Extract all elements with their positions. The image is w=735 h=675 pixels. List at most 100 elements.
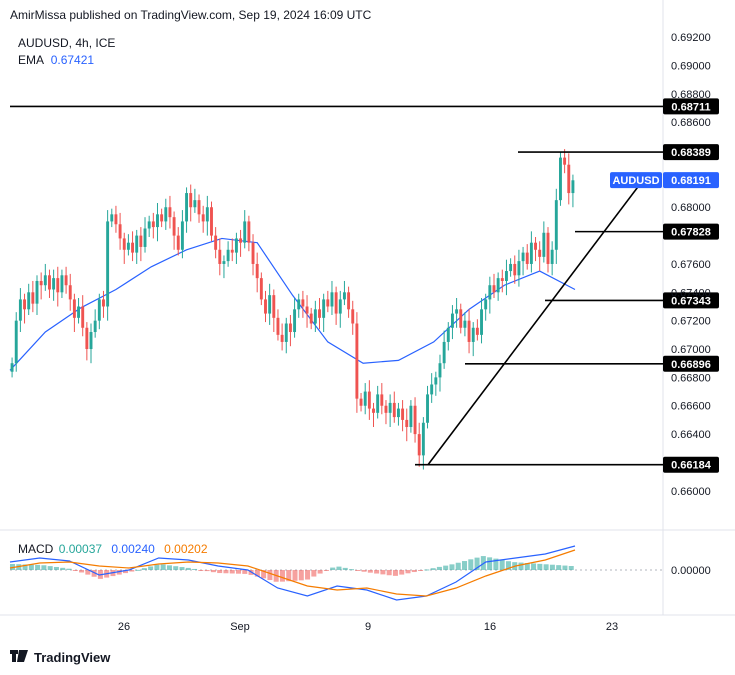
time-axis[interactable]: 26 Sep 9 16 23 bbox=[118, 621, 618, 633]
candle-body bbox=[421, 422, 425, 456]
candle-body bbox=[18, 299, 22, 321]
time-tick-label: 26 bbox=[118, 621, 130, 633]
candle-body bbox=[272, 295, 276, 318]
macd-histogram-bar bbox=[286, 570, 292, 582]
price-tick-label: 0.69200 bbox=[671, 32, 711, 44]
macd-histogram-bar bbox=[568, 566, 574, 570]
candle-body bbox=[380, 394, 384, 406]
price-axis[interactable]: 0.68711 0.68389 0.67828 0.67343 0.66896 0.661… bbox=[610, 32, 719, 498]
macd-histogram-bar bbox=[330, 567, 336, 570]
candle-body bbox=[156, 214, 159, 228]
candle-body bbox=[23, 299, 26, 310]
candle-body bbox=[301, 299, 305, 307]
tradingview-logo[interactable]: TradingView bbox=[10, 650, 110, 665]
price-tick-label: 0.66600 bbox=[671, 401, 711, 413]
macd-histogram-bar bbox=[411, 570, 417, 573]
macd-histogram-bar bbox=[292, 570, 298, 581]
candle-body bbox=[405, 419, 409, 428]
candle-body bbox=[259, 278, 263, 300]
macd-histogram-bar bbox=[305, 570, 311, 580]
macd-histogram-bar bbox=[374, 570, 380, 574]
level-tag-label: 0.68389 bbox=[671, 147, 711, 159]
level-tag-label: 0.66184 bbox=[671, 460, 712, 472]
candle-body bbox=[534, 242, 537, 250]
price-tick-label: 0.67000 bbox=[671, 344, 711, 356]
brand-name: TradingView bbox=[34, 650, 111, 665]
macd-line bbox=[9, 545, 576, 601]
macd-hist-value: 0.00037 bbox=[58, 542, 103, 556]
price-tick-label: 0.69000 bbox=[671, 60, 711, 72]
macd-histogram-bar bbox=[556, 565, 562, 570]
candle-body bbox=[571, 180, 575, 194]
candle-body bbox=[322, 299, 326, 318]
candle-body bbox=[276, 317, 280, 335]
candle-body bbox=[222, 261, 226, 264]
macd-histogram-bar bbox=[418, 570, 424, 571]
candle-body bbox=[517, 261, 521, 276]
symbol-tag-label: AUDUSD bbox=[612, 175, 659, 187]
macd-histogram-bar bbox=[436, 566, 442, 570]
candle-body bbox=[193, 200, 197, 208]
macd-histogram-bar bbox=[47, 566, 53, 570]
macd-histogram-bar bbox=[424, 569, 430, 571]
macd-histogram-bar bbox=[487, 557, 493, 570]
candle-body bbox=[147, 221, 151, 229]
macd-histogram-bar bbox=[166, 565, 172, 570]
candle-body bbox=[197, 200, 201, 215]
candle-body bbox=[567, 164, 571, 194]
candle-body bbox=[268, 295, 272, 314]
candle-body bbox=[409, 405, 413, 428]
macd-histogram-bar bbox=[229, 570, 235, 574]
candle-body bbox=[342, 292, 346, 300]
candle-body bbox=[542, 232, 546, 257]
candle-body bbox=[164, 207, 168, 222]
candle-body bbox=[210, 207, 213, 236]
macd-histogram-bar bbox=[430, 568, 436, 570]
symbol-label: AUDUSD, 4h, ICE bbox=[18, 36, 116, 50]
candle-body bbox=[39, 280, 43, 286]
chart-grid bbox=[0, 0, 735, 616]
time-tick-label: 23 bbox=[606, 621, 618, 633]
macd-histogram-bar bbox=[468, 559, 474, 570]
macd-label: MACD bbox=[18, 542, 54, 556]
candle-body bbox=[297, 299, 301, 310]
level-tag bbox=[663, 292, 719, 309]
macd-tick-label: 0.00000 bbox=[671, 565, 711, 577]
candle-body bbox=[438, 363, 442, 378]
macd-histogram-bar bbox=[562, 565, 568, 570]
candle-body bbox=[226, 249, 230, 262]
macd-histogram-bar bbox=[41, 565, 47, 570]
macd-histogram-bar bbox=[123, 570, 129, 574]
candle-body bbox=[14, 320, 18, 364]
trendline[interactable] bbox=[427, 179, 644, 466]
level-tag bbox=[663, 355, 719, 372]
candle-body bbox=[180, 221, 184, 250]
macd-histogram-bar bbox=[173, 566, 179, 570]
candle-body bbox=[309, 313, 313, 324]
candles bbox=[10, 149, 575, 470]
candle-body bbox=[106, 221, 110, 307]
candle-body bbox=[43, 275, 47, 286]
candle-body bbox=[189, 193, 193, 208]
time-tick-label: 9 bbox=[365, 621, 371, 633]
macd-histogram-bar bbox=[462, 561, 468, 570]
candle-body bbox=[372, 408, 375, 413]
macd-histogram-bar bbox=[198, 570, 204, 571]
macd-histogram-bar bbox=[443, 565, 449, 570]
candle-body bbox=[363, 391, 367, 406]
candle-body bbox=[201, 214, 205, 222]
candle-body bbox=[139, 235, 143, 247]
price-tick-label: 0.66400 bbox=[671, 429, 711, 441]
candle-body bbox=[347, 292, 351, 310]
candle-body bbox=[243, 221, 247, 243]
publisher-line: AmirMissa published on TradingView.com, … bbox=[10, 8, 372, 22]
candle-body bbox=[52, 278, 56, 290]
candle-body bbox=[255, 263, 259, 279]
candle-body bbox=[60, 275, 64, 293]
candle-body bbox=[521, 252, 525, 262]
macd-histogram-bar bbox=[79, 570, 85, 573]
candle-body bbox=[288, 323, 292, 333]
candle-body bbox=[172, 217, 176, 236]
candle-body bbox=[151, 221, 155, 228]
